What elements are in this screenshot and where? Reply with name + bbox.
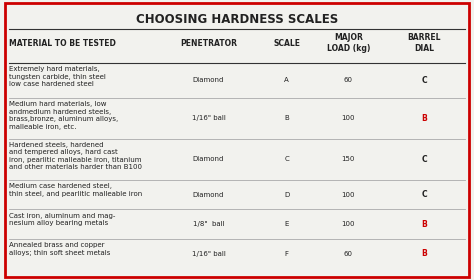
Text: 60: 60 xyxy=(344,78,353,83)
Text: Annealed brass and copper
alloys; thin soft sheet metals: Annealed brass and copper alloys; thin s… xyxy=(9,242,111,256)
Text: CHOOSING HARDNESS SCALES: CHOOSING HARDNESS SCALES xyxy=(136,13,338,25)
Text: BARREL
DIAL: BARREL DIAL xyxy=(408,33,441,53)
Text: 1/16" ball: 1/16" ball xyxy=(191,115,226,121)
Text: Diamond: Diamond xyxy=(193,192,224,198)
Text: Medium hard materials, low
andmedium hardened steels,
brass,bronze, aluminum all: Medium hard materials, low andmedium har… xyxy=(9,101,119,130)
Text: B: B xyxy=(284,115,289,121)
Text: A: A xyxy=(284,78,289,83)
FancyBboxPatch shape xyxy=(5,3,469,277)
Text: Diamond: Diamond xyxy=(193,78,224,83)
Text: C: C xyxy=(421,190,427,199)
Text: B: B xyxy=(421,220,427,229)
Text: B: B xyxy=(421,114,427,123)
Text: Hardened steels, hardened
and tempered alloys, hard cast
iron, pearlitic malleab: Hardened steels, hardened and tempered a… xyxy=(9,142,143,171)
Text: E: E xyxy=(284,221,289,227)
Text: MAJOR
LOAD (kg): MAJOR LOAD (kg) xyxy=(327,33,370,53)
Text: MATERIAL TO BE TESTED: MATERIAL TO BE TESTED xyxy=(9,39,116,48)
Text: 1/16" ball: 1/16" ball xyxy=(191,251,226,256)
Text: C: C xyxy=(421,155,427,164)
Text: 100: 100 xyxy=(342,192,355,198)
Text: F: F xyxy=(285,251,289,256)
Text: 60: 60 xyxy=(344,251,353,256)
Text: 150: 150 xyxy=(342,156,355,162)
Text: D: D xyxy=(284,192,290,198)
Text: SCALE: SCALE xyxy=(273,39,300,48)
Text: 100: 100 xyxy=(342,115,355,121)
Text: Diamond: Diamond xyxy=(193,156,224,162)
Text: Cast iron, aluminum and mag-
nesium alloy bearing metals: Cast iron, aluminum and mag- nesium allo… xyxy=(9,213,116,226)
Text: C: C xyxy=(421,76,427,85)
Text: PENETRATOR: PENETRATOR xyxy=(180,39,237,48)
Text: 1/8"  ball: 1/8" ball xyxy=(193,221,224,227)
Text: C: C xyxy=(284,156,289,162)
Text: Medium case hardened steel,
thin steel, and pearlitic malleable iron: Medium case hardened steel, thin steel, … xyxy=(9,183,143,197)
Text: 100: 100 xyxy=(342,221,355,227)
Text: Extremely hard materials,
tungsten carbide, thin steel
low case hardened steel: Extremely hard materials, tungsten carbi… xyxy=(9,66,106,87)
Text: B: B xyxy=(421,249,427,258)
